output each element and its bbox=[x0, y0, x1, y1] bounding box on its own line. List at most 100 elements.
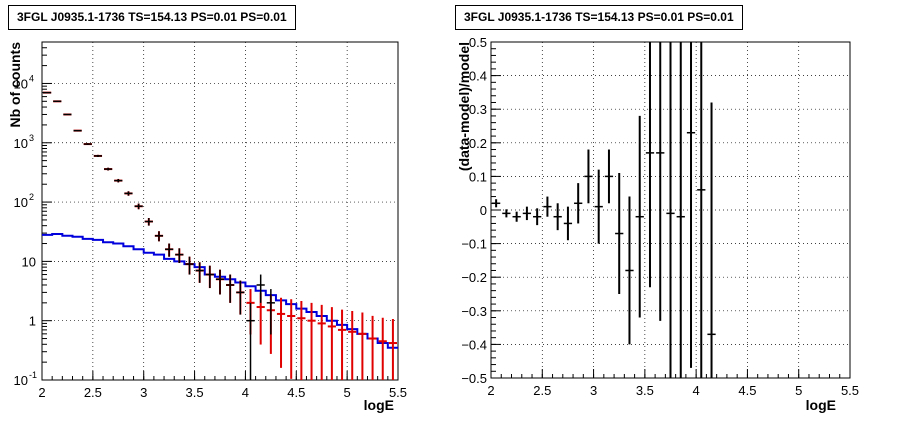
x-tick-label: 3 bbox=[140, 385, 147, 400]
y-tick-label: 10 3 bbox=[14, 133, 34, 151]
svg-text:10: 10 bbox=[14, 195, 28, 210]
residual-point bbox=[594, 169, 603, 244]
residual-point bbox=[492, 199, 501, 208]
y-tick-label: 0.3 bbox=[469, 102, 487, 117]
y-tick-label: −0.2 bbox=[461, 270, 487, 285]
x-tick-label: 4 bbox=[693, 383, 700, 398]
y-tick-label: 0.4 bbox=[469, 69, 487, 84]
y-axis-label: Nb of counts bbox=[7, 42, 23, 128]
residual-point bbox=[666, 42, 675, 378]
data-point bbox=[144, 218, 153, 226]
x-tick-label: 2 bbox=[487, 383, 494, 398]
residual-point bbox=[625, 196, 634, 345]
y-tick-label: −0.4 bbox=[461, 337, 487, 352]
residual-point bbox=[676, 42, 685, 378]
chart-title-right: 3FGL J0935.1-1736 TS=154.13 PS=0.01 PS=0… bbox=[455, 5, 743, 30]
x-tick-label: 2 bbox=[38, 385, 45, 400]
x-tick-label: 2.5 bbox=[533, 383, 551, 398]
y-tick-label: −0.1 bbox=[461, 237, 487, 252]
residuals-panel: 2 2.5 3 3.5 4 4.5 5 5.5 −0.5 −0.4 −0.3 −0.2 −0.1 0 0.1… bbox=[456, 35, 859, 413]
data-point bbox=[83, 143, 92, 145]
data-point bbox=[165, 243, 174, 257]
y-tick-label: 10 -1 bbox=[14, 370, 37, 388]
svg-text:-1: -1 bbox=[29, 370, 37, 380]
residual-point bbox=[533, 208, 542, 226]
data-point bbox=[266, 289, 275, 335]
model-point bbox=[348, 311, 357, 380]
residual-point bbox=[522, 206, 532, 221]
data-point bbox=[114, 178, 123, 183]
residual-point bbox=[615, 173, 624, 294]
x-tick-label: 4 bbox=[242, 385, 249, 400]
model-point bbox=[317, 304, 326, 380]
residual-point bbox=[604, 149, 614, 204]
svg-text:10: 10 bbox=[22, 254, 36, 269]
residual-point bbox=[686, 42, 696, 368]
data-point bbox=[195, 262, 204, 283]
data-point bbox=[124, 191, 133, 196]
data-point bbox=[53, 100, 62, 103]
data-point bbox=[93, 154, 103, 157]
residual-point bbox=[502, 209, 511, 218]
residual-point bbox=[635, 115, 644, 318]
x-tick-label: 3.5 bbox=[186, 385, 204, 400]
svg-text:2: 2 bbox=[29, 192, 34, 202]
x-tick-label: 5 bbox=[795, 383, 802, 398]
y-tick-label: 0.2 bbox=[469, 136, 487, 151]
residual-point bbox=[584, 149, 593, 204]
model-point bbox=[388, 318, 397, 380]
x-tick-label: 5 bbox=[344, 385, 351, 400]
residual-point bbox=[707, 102, 716, 378]
x-tick-label: 5.5 bbox=[389, 385, 407, 400]
residual-point bbox=[553, 203, 562, 231]
model-point bbox=[287, 299, 296, 379]
model-point bbox=[276, 297, 286, 368]
x-axis-label: logE bbox=[806, 397, 836, 413]
svg-text:4: 4 bbox=[29, 73, 34, 83]
svg-text:10: 10 bbox=[14, 76, 28, 91]
model-point bbox=[327, 307, 336, 380]
residual-point bbox=[656, 42, 665, 321]
residual-point bbox=[512, 211, 521, 222]
plot-frame bbox=[41, 41, 399, 381]
residual-point bbox=[543, 196, 552, 217]
data-point bbox=[43, 91, 52, 94]
residual-point bbox=[697, 42, 706, 378]
data-point bbox=[256, 274, 265, 303]
svg-text:10: 10 bbox=[14, 373, 28, 388]
chart-title-left: 3FGL J0935.1-1736 TS=154.13 PS=0.01 PS=0… bbox=[8, 5, 296, 30]
y-tick-label: 10 bbox=[22, 254, 36, 269]
svg-text:10: 10 bbox=[14, 136, 28, 151]
model-point bbox=[358, 312, 367, 380]
data-point bbox=[134, 203, 143, 210]
y-tick-label: 0 bbox=[480, 203, 487, 218]
y-tick-label: 1 bbox=[29, 314, 36, 329]
residual-point bbox=[645, 42, 655, 288]
x-tick-label: 3.5 bbox=[636, 383, 654, 398]
x-tick-label: 4.5 bbox=[738, 383, 756, 398]
y-tick-label: 0.5 bbox=[469, 35, 487, 50]
svg-text:1: 1 bbox=[29, 314, 36, 329]
x-tick-label: 5.5 bbox=[841, 383, 859, 398]
model-point bbox=[307, 302, 316, 380]
data-point bbox=[226, 274, 235, 303]
y-tick-label: 10 2 bbox=[14, 192, 34, 210]
y-tick-label: 10 4 bbox=[14, 73, 34, 91]
x-tick-label: 3 bbox=[590, 383, 597, 398]
data-point bbox=[236, 280, 245, 315]
x-axis-label: logE bbox=[364, 397, 394, 413]
data-point bbox=[246, 302, 255, 380]
y-tick-label: −0.3 bbox=[461, 304, 487, 319]
x-tick-label: 4.5 bbox=[287, 385, 305, 400]
data-point bbox=[215, 269, 225, 295]
data-point bbox=[63, 113, 72, 116]
residual-point bbox=[563, 206, 573, 241]
model-point bbox=[378, 317, 387, 380]
data-point bbox=[73, 129, 82, 132]
data-point bbox=[205, 265, 214, 289]
y-tick-label: 0.1 bbox=[469, 169, 487, 184]
data-point bbox=[104, 167, 113, 171]
residual-point bbox=[574, 183, 583, 224]
